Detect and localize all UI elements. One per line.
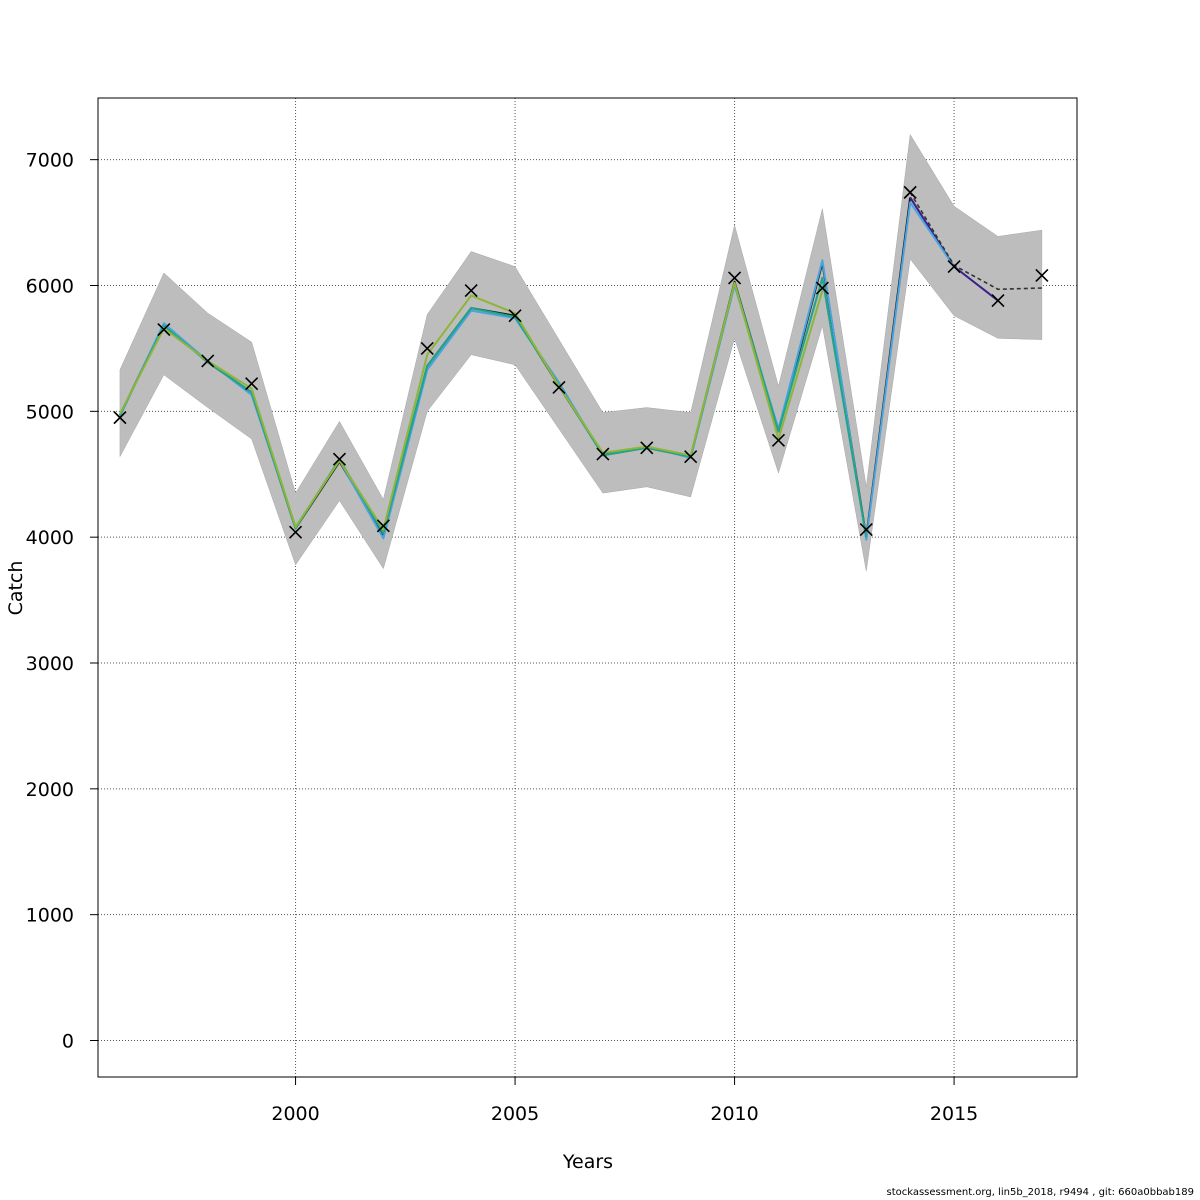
- x-tick-label: 2010: [710, 1103, 758, 1125]
- observed-point: [684, 450, 698, 464]
- y-tick-label: 6000: [26, 275, 74, 297]
- observed-point: [201, 354, 215, 368]
- observed-point: [113, 411, 127, 425]
- confidence-band: [119, 133, 1043, 572]
- x-tick-label: 2000: [271, 1103, 319, 1125]
- observed-point: [420, 341, 434, 355]
- x-tick-label: 2005: [491, 1103, 539, 1125]
- observed-point: [508, 309, 522, 323]
- x-axis-label: Years: [562, 1151, 613, 1173]
- footer-credit: stockassessment.org, lin5b_2018, r9494 ,…: [886, 1187, 1194, 1198]
- plot-frame: [97, 97, 1078, 1078]
- observed-point: [728, 271, 742, 285]
- y-tick-label: 2000: [26, 779, 74, 801]
- x-axis-ticks: 2000 2005 2010 2015: [271, 1077, 978, 1125]
- y-axis-label: Catch: [5, 561, 27, 616]
- y-tick-label: 0: [62, 1031, 74, 1053]
- observed-point: [815, 281, 829, 295]
- y-tick-label: 1000: [26, 905, 74, 927]
- observed-point: [552, 380, 566, 394]
- observed-point: [991, 294, 1005, 308]
- confidence-band-area: [119, 133, 1043, 572]
- observed-point: [245, 377, 259, 391]
- y-axis-ticks: 0 1000 2000 3000 4000 5000 6000 7000: [26, 150, 98, 1053]
- observed-point: [1035, 268, 1049, 282]
- y-tick-label: 7000: [26, 150, 74, 172]
- series-line: [119, 281, 824, 531]
- observed-point: [859, 523, 873, 537]
- observed-point: [640, 441, 654, 455]
- observed-point: [157, 322, 171, 337]
- series-line: [909, 191, 1042, 291]
- observed-point: [332, 452, 347, 466]
- observed-point: [464, 283, 478, 298]
- y-tick-label: 5000: [26, 401, 74, 423]
- observed-point: [903, 185, 917, 199]
- observed-point: [376, 519, 390, 533]
- observed-point: [288, 525, 303, 539]
- observed-point: [947, 260, 961, 274]
- observed-point: [596, 447, 610, 461]
- y-tick-label: 4000: [26, 527, 74, 549]
- observed-points: [113, 185, 1049, 539]
- y-tick-label: 3000: [26, 653, 74, 675]
- x-tick-label: 2015: [930, 1103, 978, 1125]
- observed-point: [771, 433, 786, 447]
